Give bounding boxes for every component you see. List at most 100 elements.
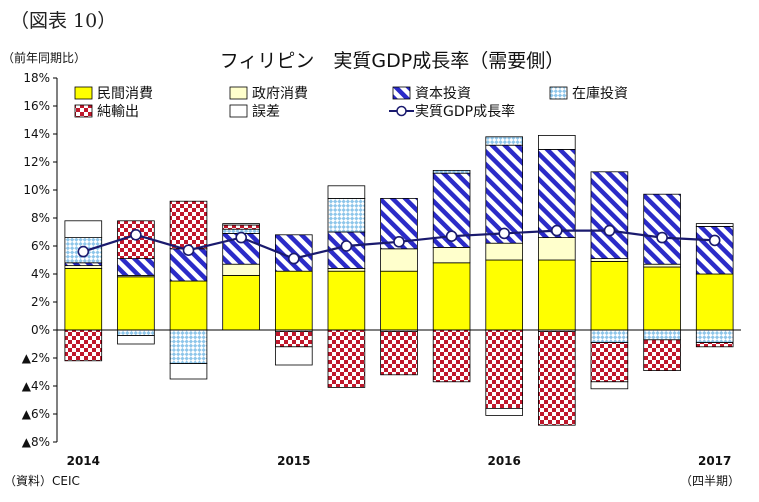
bar-error — [695, 223, 734, 227]
y-tick-label: 2% — [31, 295, 50, 309]
bar-error — [538, 134, 576, 150]
bar-error — [327, 185, 366, 199]
bar-netexports — [590, 342, 629, 383]
gdp-point — [235, 231, 247, 244]
y-tick-label: 6% — [31, 239, 50, 253]
bar-error — [169, 363, 208, 380]
y-tick-label: 4% — [31, 267, 50, 281]
gdp-point — [77, 245, 90, 258]
bar-netexports — [643, 339, 681, 371]
bar-netexports — [64, 329, 103, 362]
bar-netexports — [380, 330, 418, 376]
bar-government — [485, 242, 523, 261]
x-axis-label: （四半期） — [680, 474, 740, 488]
legend-label: 誤差 — [252, 104, 280, 120]
legend-swatch-inventory — [549, 86, 568, 100]
bar-consumption — [380, 270, 418, 331]
bar-government — [64, 265, 103, 269]
y-tick-label: 18% — [23, 71, 50, 85]
y-tick-label: ▲4% — [22, 379, 50, 393]
bar-government — [643, 263, 681, 268]
bar-error — [485, 407, 523, 416]
gdp-point — [498, 227, 511, 240]
y-tick-label: 14% — [23, 127, 50, 141]
gdp-point — [656, 231, 668, 244]
gdp-point — [550, 224, 563, 237]
bar-government — [590, 258, 629, 262]
legend-swatch-consumption — [74, 86, 93, 100]
x-axis: 2014 2015 2016 2017 — [67, 454, 732, 468]
gdp-point — [445, 230, 458, 242]
gdp-point — [340, 240, 353, 252]
legend-label: 民間消費 — [97, 86, 153, 102]
y-tick-label: 16% — [23, 99, 50, 113]
bar-error — [222, 223, 260, 226]
y-tick-label: ▲8% — [22, 435, 50, 449]
bar-inventory — [432, 169, 471, 174]
bar-government — [327, 267, 366, 272]
bar-capital — [695, 225, 734, 275]
gdp-point — [287, 252, 300, 265]
bar-netexports — [169, 200, 208, 250]
legend-swatch-capital — [392, 86, 411, 100]
y-tick-label: 10% — [23, 183, 50, 197]
bar-consumption — [485, 259, 523, 331]
bar-consumption — [117, 276, 155, 331]
legend-swatch-netexports — [74, 104, 93, 118]
bar-capital — [643, 193, 681, 265]
bar-netexports — [274, 330, 313, 348]
legend-line-marker — [396, 105, 407, 117]
bar-error — [274, 346, 313, 366]
bar-consumption — [695, 273, 734, 331]
legend-label: 実質GDP成長率 — [415, 103, 515, 120]
legend-swatch-government — [229, 86, 248, 100]
y-tick-label: ▲2% — [22, 351, 50, 365]
bar-consumption — [590, 260, 629, 331]
bar-consumption — [327, 270, 366, 331]
bar-error — [64, 220, 103, 239]
gdp-point — [393, 236, 405, 248]
bar-netexports — [695, 342, 734, 348]
bar-consumption — [169, 280, 208, 331]
y-axis-label: （前年同期比） — [2, 50, 86, 65]
legend-label: 在庫投資 — [572, 85, 628, 102]
bar-inventory — [590, 329, 629, 344]
x-tick-label: 2015 — [277, 454, 310, 468]
x-tick-label: 2014 — [67, 454, 100, 468]
bar-stacks — [64, 134, 734, 426]
bar-inventory — [169, 329, 208, 364]
legend-label: 資本投資 — [415, 86, 471, 102]
bar-government — [380, 248, 418, 272]
bar-error — [590, 381, 629, 390]
bar-netexports — [222, 224, 260, 230]
y-axis: 18% 16% 14% 12% 10% 8% 6% 4% 2% 0% ▲2% ▲4% ▲6% ▲8% — [22, 71, 58, 449]
bar-consumption — [222, 274, 260, 331]
legend-label: 政府消費 — [252, 86, 308, 102]
bar-consumption — [64, 267, 103, 331]
bar-capital — [590, 171, 629, 260]
bar-netexports — [485, 329, 523, 409]
bar-inventory — [117, 329, 155, 336]
y-tick-label: 12% — [23, 155, 50, 169]
bar-government — [432, 246, 471, 264]
bar-netexports — [432, 329, 471, 383]
bar-inventory — [643, 329, 681, 341]
bar-inventory — [327, 197, 366, 233]
bar-capital — [64, 262, 103, 266]
bar-capital — [538, 148, 576, 238]
y-tick-label: 0% — [31, 323, 50, 337]
chart-title: フィリピン 実質GDP成長率（需要側） — [220, 50, 564, 72]
bar-consumption — [538, 259, 576, 331]
bar-netexports — [327, 329, 366, 388]
source-note: （資料）CEIC — [4, 474, 80, 488]
bar-capital — [485, 144, 523, 244]
legend-swatch-error — [229, 104, 248, 118]
y-tick-label: ▲6% — [22, 407, 50, 421]
bar-error — [117, 335, 155, 345]
bar-capital — [117, 258, 155, 276]
bar-consumption — [432, 262, 471, 331]
bar-inventory — [485, 136, 523, 146]
gdp-point — [130, 229, 142, 241]
